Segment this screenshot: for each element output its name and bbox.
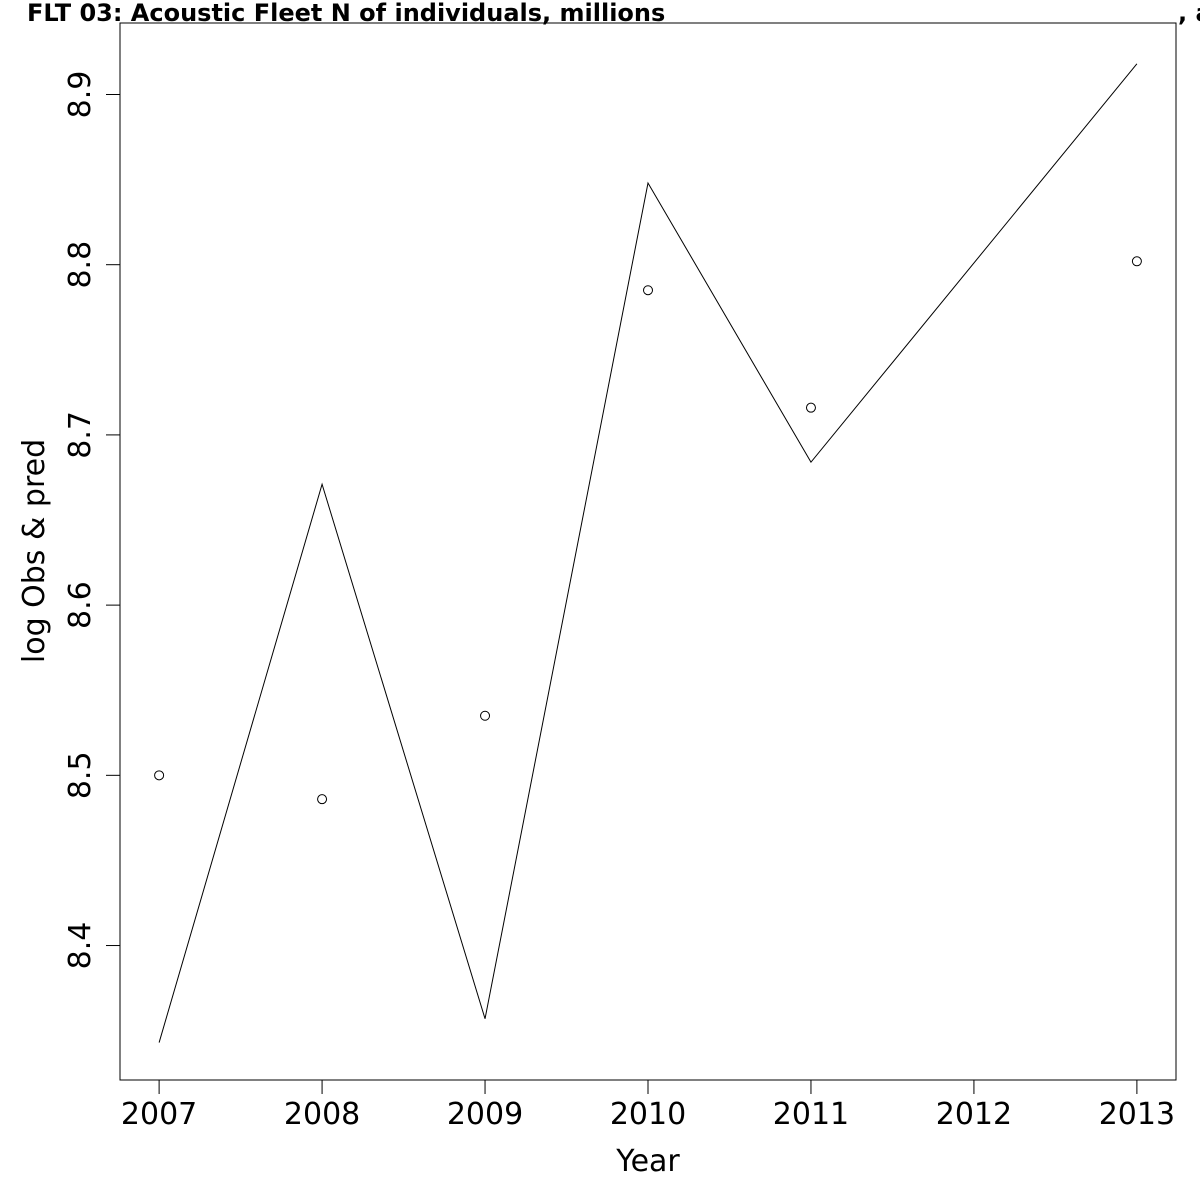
predicted-line — [158, 63, 1138, 1043]
y-tick-label: 8.4 — [63, 922, 98, 970]
x-tick-label: 2011 — [773, 1097, 849, 1132]
x-tick-label: 2007 — [121, 1097, 197, 1132]
x-tick-label: 2009 — [447, 1097, 523, 1132]
y-tick-label: 8.8 — [63, 241, 98, 289]
series-layer — [154, 63, 1142, 1043]
y-tick-label: 8.6 — [63, 581, 98, 629]
y-axis-label: log Obs & pred — [17, 439, 52, 663]
y-tick-label: 8.7 — [63, 411, 98, 459]
x-tick-label: 2013 — [1099, 1097, 1175, 1132]
x-tick-label: 2008 — [284, 1097, 360, 1132]
observed-point — [643, 285, 653, 296]
x-axis: 2007 2008 2009 2010 2011 2012 2013 — [121, 1079, 1175, 1132]
observed-point — [1131, 256, 1142, 267]
y-tick-label: 8.9 — [63, 71, 98, 119]
chart-title-suffix: , a — [1178, 0, 1200, 27]
plot-frame — [119, 22, 1177, 1081]
y-axis: 8.4 8.5 8.6 8.7 8.8 8.9 — [63, 71, 121, 970]
observed-point — [154, 770, 165, 781]
y-tick-label: 8.5 — [63, 751, 98, 799]
x-axis-label: Year — [615, 1144, 680, 1179]
x-tick-label: 2012 — [936, 1097, 1012, 1132]
observed-point — [805, 402, 816, 413]
observed-point — [480, 710, 491, 721]
observed-point — [317, 794, 328, 805]
x-tick-label: 2010 — [610, 1097, 686, 1132]
